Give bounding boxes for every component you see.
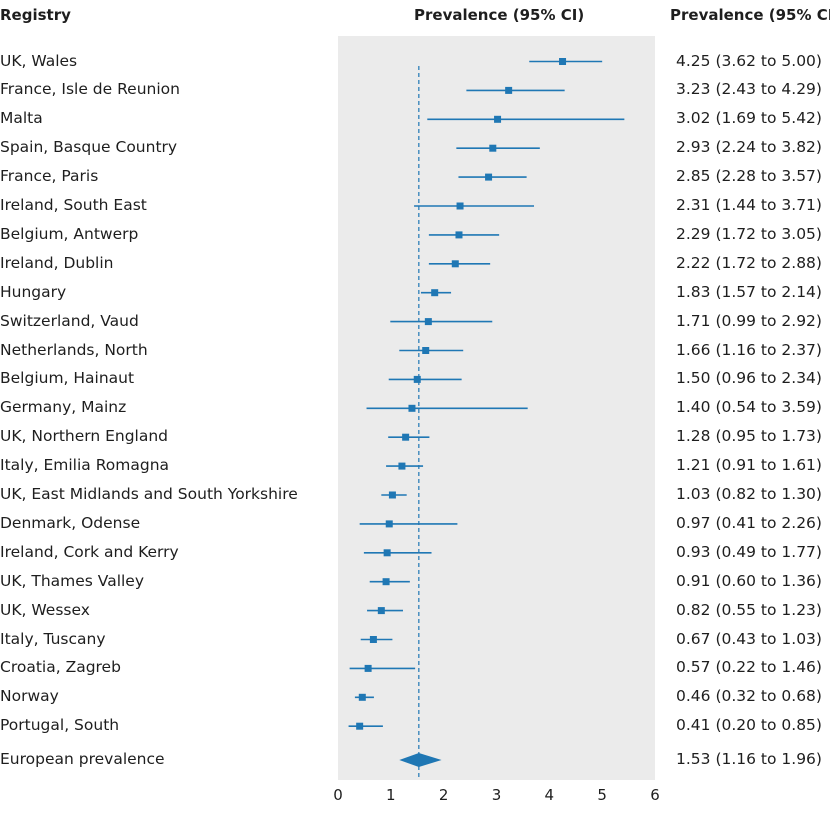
point-estimate [385,520,393,528]
point-estimate [485,173,493,181]
point-estimate [451,260,459,268]
registry-label: UK, Northern England [0,427,169,446]
registry-label: France, Paris [0,167,99,186]
registry-label: European prevalence [0,750,165,768]
point-estimate [358,693,366,701]
prevalence-value: 2.85 (2.28 to 3.57) [676,167,822,186]
point-estimate [431,289,439,297]
prevalence-value: 3.02 (1.69 to 5.42) [676,109,822,128]
prevalence-value: 2.93 (2.24 to 3.82) [676,138,822,157]
registry-label: Croatia, Zagreb [0,658,121,677]
registry-column-header: Registry [0,6,71,24]
point-estimate [388,491,396,499]
prevalence-value: 2.29 (1.72 to 3.05) [676,224,822,243]
prevalence-value: 1.83 (1.57 to 2.14) [676,282,822,301]
x-tick-label: 5 [597,786,607,804]
x-tick-label: 2 [439,786,449,804]
prevalence-value: 1.71 (0.99 to 2.92) [676,311,822,330]
prevalence-value: 1.66 (1.16 to 2.37) [676,340,822,359]
point-estimate [505,86,513,94]
x-tick-label: 6 [650,786,660,804]
x-tick-label: 1 [386,786,396,804]
registry-label: Germany, Mainz [0,398,127,417]
registry-label: Switzerland, Vaud [0,311,139,330]
registry-label: Norway [0,687,59,706]
registry-label: UK, Wessex [0,600,90,619]
registry-label: Italy, Emilia Romagna [0,456,170,475]
prevalence-value: 4.25 (3.62 to 5.00) [676,51,822,70]
prevalence-value: 1.40 (0.54 to 3.59) [676,398,822,417]
prevalence-value: 1.03 (0.82 to 1.30) [676,485,822,503]
point-estimate [489,144,497,152]
prevalence-value: 0.93 (0.49 to 1.77) [676,542,822,561]
x-tick-label: 3 [492,786,502,804]
point-estimate [559,58,567,65]
point-estimate [408,404,416,412]
registry-label: Denmark, Odense [0,513,141,532]
registry-label: UK, East Midlands and South Yorkshire [0,485,298,503]
point-estimate [424,318,432,326]
point-estimate [377,607,385,615]
registry-label: Hungary [0,282,67,301]
prevalence-value: 1.50 (0.96 to 2.34) [676,369,822,388]
prevalence-value: 0.82 (0.55 to 1.23) [676,600,822,619]
registry-label: Belgium, Hainaut [0,369,135,388]
point-estimate [413,375,421,383]
point-estimate [422,347,430,354]
point-estimate [455,231,463,239]
point-estimate [383,549,391,557]
point-estimate [494,115,502,123]
prevalence-value: 0.41 (0.20 to 0.85) [676,716,822,735]
registry-label: Portugal, South [0,716,120,735]
registry-label: Belgium, Antwerp [0,224,139,243]
x-tick-label: 4 [545,786,555,804]
prevalence-value: 2.22 (1.72 to 2.88) [676,253,822,272]
prevalence-value: 0.46 (0.32 to 0.68) [676,687,822,706]
prevalence-value: 1.53 (1.16 to 1.96) [676,750,822,768]
prevalence-value: 0.67 (0.43 to 1.03) [676,629,822,648]
registry-label: Ireland, Dublin [0,253,114,272]
registry-label: France, Isle de Reunion [0,80,180,99]
prevalence-text-header: Prevalence (95% CI) [670,6,830,24]
prevalence-value: 0.97 (0.41 to 2.26) [676,513,822,532]
point-estimate [382,578,390,586]
pooled-diamond [399,753,442,767]
x-tick-label: 0 [333,786,343,804]
point-estimate [364,664,372,672]
prevalence-value: 0.57 (0.22 to 1.46) [676,658,822,677]
registry-label: UK, Thames Valley [0,571,145,590]
prevalence-value: 2.31 (1.44 to 3.71) [676,196,822,214]
prevalence-plot-header: Prevalence (95% CI) [414,6,585,24]
registry-label: Spain, Basque Country [0,138,178,157]
registry-label: Italy, Tuscany [0,629,106,648]
registry-label: Netherlands, North [0,340,148,359]
registry-label: Ireland, South East [0,196,147,214]
point-estimate [456,202,464,210]
prevalence-value: 0.91 (0.60 to 1.36) [676,571,822,590]
prevalence-value: 3.23 (2.43 to 4.29) [676,80,822,99]
registry-label: UK, Wales [0,51,78,70]
prevalence-value: 1.21 (0.91 to 1.61) [676,456,822,475]
registry-label: Malta [0,109,43,128]
point-estimate [369,636,377,643]
point-estimate [356,722,364,730]
point-estimate [398,462,406,470]
registry-label: Ireland, Cork and Kerry [0,542,179,561]
point-estimate [402,433,410,441]
prevalence-value: 1.28 (0.95 to 1.73) [676,427,822,446]
